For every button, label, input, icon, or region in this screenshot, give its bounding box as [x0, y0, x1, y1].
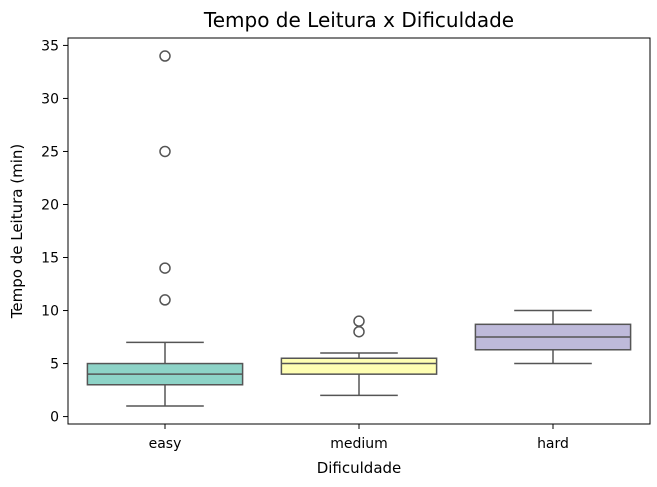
outlier-easy-25: [159, 145, 171, 158]
chart-title: Tempo de Leitura x Dificuldade: [203, 8, 514, 32]
x-tick-label-hard: hard: [537, 436, 569, 452]
outlier-easy-14: [159, 262, 171, 274]
y-axis-label: Tempo de Leitura (min): [8, 144, 26, 319]
y-tick-label-10: 10: [41, 304, 59, 320]
y-tick-label-5: 5: [50, 357, 59, 373]
outlier-easy-34: [159, 50, 171, 62]
y-tick-label-15: 15: [41, 251, 59, 267]
outlier-easy-11: [159, 294, 171, 306]
box-medium: [280, 357, 438, 375]
plot-area: 0 5 10 15 20 25 30 35 easy medium hard: [41, 38, 632, 452]
outlier-medium-9: [353, 315, 365, 327]
y-tick-label-0: 0: [50, 410, 59, 426]
x-tick-label-easy: easy: [149, 436, 182, 452]
y-tick-label-20: 20: [41, 197, 59, 213]
y-tick-label-30: 30: [41, 91, 59, 107]
plot-frame: [67, 37, 651, 425]
y-tick-label-25: 25: [41, 144, 59, 160]
y-tick-label-35: 35: [41, 38, 59, 54]
x-axis-label: Dificuldade: [317, 459, 402, 477]
outlier-medium-8: [353, 325, 365, 338]
x-tick-label-medium: medium: [330, 436, 388, 452]
